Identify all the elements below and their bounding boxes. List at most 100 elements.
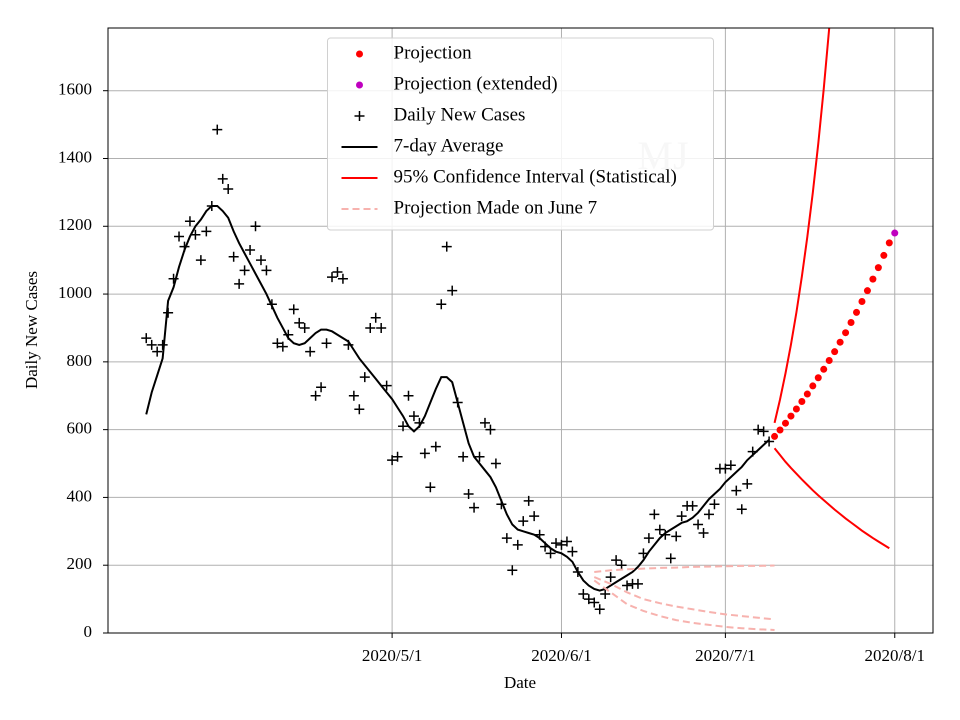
series-line bbox=[773, 28, 831, 424]
marker-dot bbox=[885, 239, 893, 247]
marker-plus bbox=[408, 411, 419, 422]
series-line bbox=[594, 564, 775, 573]
marker-plus bbox=[474, 451, 485, 462]
marker-plus bbox=[512, 539, 523, 550]
legend-label: Daily New Cases bbox=[394, 104, 526, 125]
marker-plus bbox=[698, 528, 709, 539]
marker-plus bbox=[758, 426, 769, 437]
marker-plus bbox=[485, 424, 496, 435]
marker-dot bbox=[836, 338, 844, 346]
marker-plus bbox=[381, 380, 392, 391]
marker-plus bbox=[190, 229, 201, 240]
marker-dot bbox=[853, 308, 861, 316]
marker-dot bbox=[880, 251, 888, 259]
marker-plus bbox=[693, 519, 704, 530]
marker-plus bbox=[441, 241, 452, 252]
marker-plus bbox=[299, 322, 310, 333]
marker-plus bbox=[272, 338, 283, 349]
marker-plus bbox=[327, 272, 338, 283]
x-tick-label: 2020/7/1 bbox=[695, 646, 755, 665]
marker-plus bbox=[709, 499, 720, 510]
legend-label: 95% Confidence Interval (Statistical) bbox=[394, 166, 677, 187]
axes-frame bbox=[107, 27, 934, 634]
marker-plus bbox=[305, 346, 316, 357]
marker-dot bbox=[781, 419, 789, 427]
marker-plus bbox=[518, 516, 529, 527]
marker-plus bbox=[611, 555, 622, 566]
marker-dot bbox=[787, 412, 795, 420]
marker-plus bbox=[152, 346, 163, 357]
marker-plus bbox=[419, 448, 430, 459]
marker-dot bbox=[863, 287, 871, 295]
marker-plus bbox=[245, 245, 256, 256]
marker-plus bbox=[403, 390, 414, 401]
marker-plus bbox=[447, 285, 458, 296]
marker-dot bbox=[792, 405, 800, 413]
marker-plus bbox=[556, 539, 567, 550]
marker-plus bbox=[146, 339, 157, 350]
marker-plus bbox=[649, 509, 660, 520]
legend-label: 7-day Average bbox=[394, 135, 504, 156]
marker-plus bbox=[239, 265, 250, 276]
x-tick-label: 2020/5/1 bbox=[362, 646, 422, 665]
marker-plus bbox=[479, 417, 490, 428]
marker-plus bbox=[376, 322, 387, 333]
marker-plus bbox=[174, 231, 185, 242]
marker-plus bbox=[212, 124, 223, 135]
marker-plus bbox=[277, 341, 288, 352]
marker-plus bbox=[370, 312, 381, 323]
marker-plus bbox=[742, 478, 753, 489]
marker-plus bbox=[583, 594, 594, 605]
marker-plus bbox=[463, 489, 474, 500]
marker-plus bbox=[387, 455, 398, 466]
y-tick-label: 200 bbox=[67, 554, 93, 573]
marker-dot bbox=[825, 356, 833, 364]
marker-dot bbox=[842, 329, 850, 337]
marker-plus bbox=[223, 183, 234, 194]
legend-swatch bbox=[356, 81, 363, 89]
marker-dot bbox=[809, 382, 817, 390]
legend: Projection Projection (extended) Daily New… bbox=[327, 37, 714, 231]
marker-dot bbox=[874, 264, 882, 272]
marker-plus bbox=[551, 538, 562, 549]
marker-plus bbox=[469, 502, 480, 513]
marker-plus bbox=[201, 226, 212, 237]
grid bbox=[108, 28, 933, 634]
marker-plus bbox=[365, 322, 376, 333]
y-tick-label: 1200 bbox=[58, 215, 92, 234]
y-tick-label: 600 bbox=[67, 419, 93, 438]
marker-plus bbox=[184, 216, 195, 227]
marker-plus bbox=[294, 317, 305, 328]
marker-plus bbox=[310, 390, 321, 401]
marker-plus bbox=[359, 372, 370, 383]
marker-plus bbox=[567, 546, 578, 557]
marker-plus bbox=[316, 382, 327, 393]
legend-swatch bbox=[356, 50, 363, 58]
marker-plus bbox=[561, 536, 572, 547]
series-line bbox=[145, 204, 770, 592]
legend-label: Projection (extended) bbox=[394, 73, 558, 94]
x-axis-label: Date bbox=[504, 673, 536, 692]
marker-dot bbox=[798, 398, 806, 406]
marker-plus bbox=[436, 299, 447, 310]
y-axis-label: Daily New Cases bbox=[22, 271, 41, 389]
marker-plus bbox=[545, 548, 556, 559]
plot-area bbox=[141, 28, 899, 631]
marker-plus bbox=[141, 333, 152, 344]
marker-plus bbox=[578, 589, 589, 600]
marker-plus bbox=[654, 524, 665, 535]
marker-dot bbox=[814, 374, 822, 382]
marker-plus bbox=[523, 495, 534, 506]
y-tick-label: 1000 bbox=[58, 283, 92, 302]
y-tick-label: 1400 bbox=[58, 147, 92, 166]
y-tick-label: 0 bbox=[84, 622, 93, 641]
marker-plus bbox=[332, 267, 343, 278]
marker-plus bbox=[430, 441, 441, 452]
marker-plus bbox=[753, 424, 764, 435]
y-tick-label: 400 bbox=[67, 486, 93, 505]
marker-plus bbox=[354, 404, 365, 415]
marker-dot bbox=[776, 426, 784, 434]
marker-plus bbox=[425, 482, 436, 493]
marker-plus bbox=[168, 273, 179, 284]
